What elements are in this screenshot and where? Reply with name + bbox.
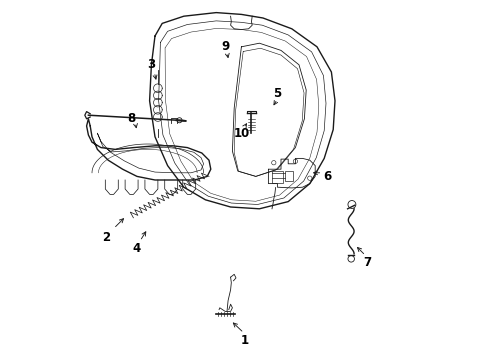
Bar: [272, 171, 283, 183]
Text: 9: 9: [221, 40, 229, 53]
Text: 8: 8: [127, 112, 136, 125]
Text: 6: 6: [324, 170, 332, 183]
Text: 5: 5: [273, 87, 282, 100]
Text: 4: 4: [133, 242, 141, 255]
Bar: [285, 171, 293, 181]
Text: 2: 2: [102, 231, 110, 244]
Text: 1: 1: [241, 334, 249, 347]
Text: 10: 10: [233, 127, 249, 140]
Text: 3: 3: [147, 58, 155, 71]
Text: 7: 7: [364, 256, 371, 269]
